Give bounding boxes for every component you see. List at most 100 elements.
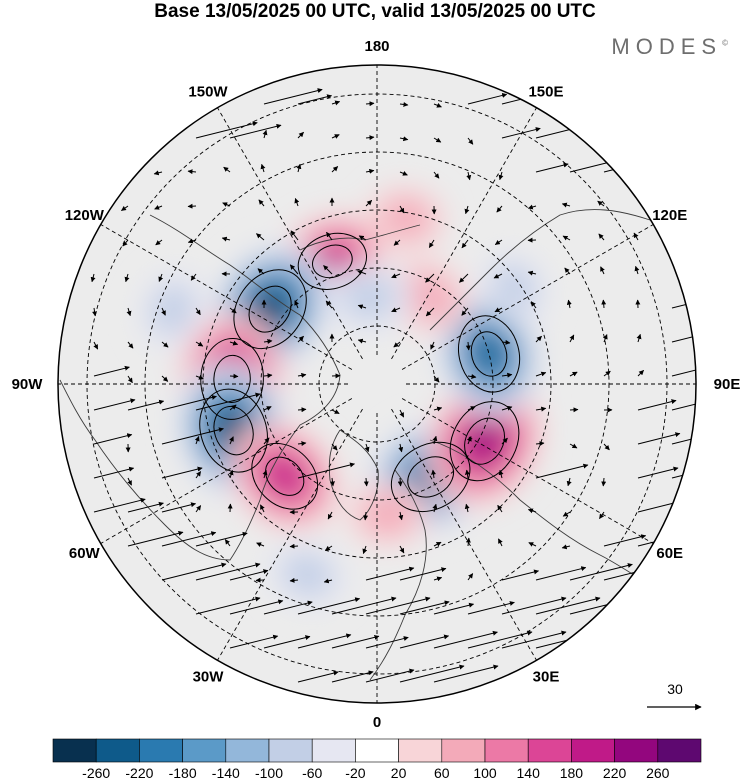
- wind-vector: [327, 511, 333, 520]
- wind-vector: [501, 596, 567, 615]
- contour-gulf-alaska-high-1: [312, 244, 353, 279]
- wind-vector: [528, 542, 537, 547]
- wind-vector: [530, 301, 537, 309]
- wind-vector: [229, 340, 239, 346]
- meridian-line: [217, 107, 363, 360]
- wind-vector: [297, 94, 333, 105]
- wind-vector: [290, 230, 299, 241]
- wind-vector: [289, 577, 299, 583]
- wind-vector: [127, 375, 133, 384]
- wind-vector: [597, 200, 605, 207]
- wind-vector: [561, 544, 571, 550]
- wind-vector: [294, 300, 299, 309]
- wind-vector: [161, 562, 227, 581]
- wind-vector: [161, 531, 217, 547]
- wind-vector: [297, 335, 304, 343]
- wind-vector: [467, 92, 508, 105]
- graticule: [58, 65, 696, 703]
- wind-vector: [501, 569, 540, 581]
- wind-vector: [634, 265, 640, 275]
- colorbar-tick-label: 220: [603, 765, 627, 781]
- wind-vector: [399, 205, 405, 214]
- contour-central-us-high-1: [213, 354, 251, 403]
- wind-vector: [93, 497, 146, 513]
- wind-vector: [603, 370, 611, 377]
- colorbar-swatch: [484, 738, 529, 763]
- wind-vector: [263, 339, 273, 344]
- colorbar-swatch: [268, 738, 313, 763]
- contour-canada-low-1: [248, 285, 292, 333]
- wind-vector: [433, 664, 499, 683]
- wind-vector: [433, 576, 443, 582]
- wind-vector: [433, 541, 442, 547]
- wind-vector: [195, 562, 261, 581]
- wind-vector: [257, 268, 265, 275]
- wind-vector: [603, 534, 647, 547]
- wind-vector: [297, 372, 307, 378]
- contour-atlantic-high-0: [251, 442, 319, 510]
- wind-vector: [399, 409, 405, 418]
- wind-vector: [599, 511, 605, 520]
- vector-reference-label: 30: [667, 681, 683, 697]
- wind-vector: [297, 441, 307, 447]
- wind-vector: [399, 171, 408, 176]
- wind-vector: [190, 273, 197, 281]
- wind-vector: [161, 466, 203, 479]
- wind-vector: [187, 238, 197, 244]
- wind-vector: [600, 266, 605, 275]
- wind-vector: [331, 166, 339, 173]
- longitude-label: 120E: [652, 207, 687, 224]
- wind-vector: [331, 134, 340, 139]
- wind-vector: [229, 569, 269, 581]
- wind-vector: [222, 202, 231, 207]
- wind-vector: [362, 545, 368, 555]
- wind-vector: [433, 602, 475, 615]
- wind-vector: [433, 102, 442, 108]
- wind-vector: [224, 539, 231, 547]
- contour-east-us-low-1: [213, 405, 254, 456]
- wind-vector: [223, 166, 231, 173]
- wind-vector: [365, 135, 375, 141]
- wind-vector: [324, 545, 333, 551]
- wind-vector: [221, 236, 231, 242]
- wind-vector: [459, 273, 469, 283]
- wind-vector: [229, 436, 234, 445]
- wind-vector: [569, 443, 578, 449]
- wind-vector: [535, 463, 589, 479]
- wind-vector: [497, 504, 503, 513]
- contour-scandinavia-low-1: [407, 456, 455, 498]
- longitude-labels: 180 150E 120E 90E 60E 30E 0 30W 60W 90W 120W 150W: [12, 38, 741, 731]
- wind-vector: [124, 273, 130, 283]
- wind-vector: [365, 668, 415, 683]
- wind-vector: [467, 573, 474, 581]
- wind-vector: [671, 393, 696, 411]
- wind-vector: [428, 239, 435, 248]
- anomaly-bering-low: [342, 275, 397, 319]
- wind-vector: [636, 333, 642, 343]
- wind-vector: [187, 169, 197, 175]
- wind-vector: [467, 406, 476, 411]
- wind-vector: [365, 636, 409, 649]
- wind-vector: [263, 635, 311, 649]
- wind-vector: [498, 538, 503, 547]
- wind-vector: [399, 136, 409, 142]
- meridian-line: [391, 107, 537, 360]
- contour-east-siberia-low-1: [470, 331, 508, 377]
- wind-vector: [161, 375, 169, 382]
- wind-vector: [461, 239, 469, 249]
- wind-vector: [433, 406, 443, 412]
- anomaly-europe-high: [363, 493, 414, 535]
- colorbar-swatch: [614, 738, 659, 763]
- wind-vector: [331, 100, 341, 106]
- wind-vector: [229, 634, 279, 649]
- wind-vector: [331, 596, 397, 615]
- map-disk: [58, 65, 696, 703]
- wind-vector: [195, 596, 261, 615]
- colorbar-tick-label: -140: [212, 765, 240, 781]
- wind-vector: [93, 398, 136, 411]
- contour-canada-low-0: [233, 269, 307, 350]
- wind-vector: [122, 239, 129, 247]
- wind-vector: [195, 307, 201, 316]
- wind-vector: [391, 307, 401, 313]
- wind-vector: [601, 299, 607, 309]
